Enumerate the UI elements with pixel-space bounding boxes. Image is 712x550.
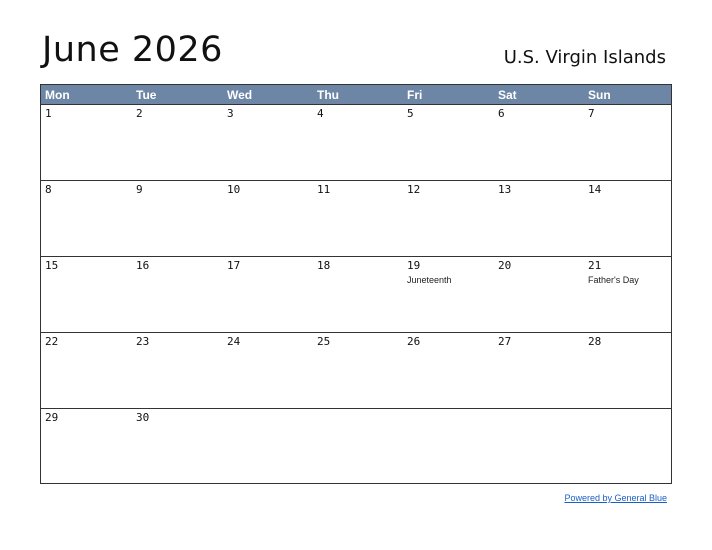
day-cell[interactable]: 30 (132, 409, 223, 485)
weekday-sun: Sun (588, 88, 611, 102)
day-number: 20 (498, 259, 512, 272)
day-cell[interactable]: 7 (584, 105, 671, 180)
day-cell[interactable] (403, 409, 494, 485)
day-cell[interactable]: 22 (41, 333, 132, 408)
day-number: 2 (136, 107, 143, 120)
day-cell[interactable] (223, 409, 313, 485)
region-label: U.S. Virgin Islands (503, 47, 666, 68)
weekday-header: Mon Tue Wed Thu Fri Sat Sun (41, 85, 671, 105)
holiday-label: Father's Day (588, 275, 639, 285)
day-number: 14 (588, 183, 602, 196)
holiday-label: Juneteenth (407, 275, 452, 285)
day-cell[interactable]: 3 (223, 105, 313, 180)
day-number: 27 (498, 335, 512, 348)
day-number: 3 (227, 107, 234, 120)
day-number: 11 (317, 183, 331, 196)
weekday-wed: Wed (227, 88, 253, 102)
day-number: 8 (45, 183, 52, 196)
day-cell[interactable]: 27 (494, 333, 584, 408)
day-cell[interactable]: 20 (494, 257, 584, 332)
day-number: 7 (588, 107, 595, 120)
day-number: 4 (317, 107, 324, 120)
day-cell[interactable]: 6 (494, 105, 584, 180)
day-number: 12 (407, 183, 421, 196)
day-cell[interactable]: 11 (313, 181, 403, 256)
day-cell[interactable]: 1 (41, 105, 132, 180)
day-number: 5 (407, 107, 414, 120)
day-number: 18 (317, 259, 331, 272)
day-cell[interactable] (584, 409, 671, 485)
day-number: 23 (136, 335, 150, 348)
day-cell[interactable]: 10 (223, 181, 313, 256)
day-cell[interactable]: 9 (132, 181, 223, 256)
day-number: 22 (45, 335, 59, 348)
day-cell[interactable] (313, 409, 403, 485)
day-number: 6 (498, 107, 505, 120)
weekday-sat: Sat (498, 88, 517, 102)
day-cell[interactable]: 23 (132, 333, 223, 408)
day-cell[interactable] (494, 409, 584, 485)
powered-by-link[interactable]: Powered by General Blue (564, 493, 667, 503)
weekday-fri: Fri (407, 88, 423, 102)
weekday-thu: Thu (317, 88, 339, 102)
day-cell[interactable]: 15 (41, 257, 132, 332)
day-cell[interactable]: 21 Father's Day (584, 257, 671, 332)
day-number: 28 (588, 335, 602, 348)
day-cell[interactable]: 14 (584, 181, 671, 256)
week-row: 22 23 24 25 26 27 28 (41, 333, 671, 409)
day-cell[interactable]: 4 (313, 105, 403, 180)
day-number: 17 (227, 259, 241, 272)
day-cell[interactable]: 17 (223, 257, 313, 332)
day-cell[interactable]: 28 (584, 333, 671, 408)
day-number: 16 (136, 259, 150, 272)
day-number: 25 (317, 335, 331, 348)
day-cell[interactable]: 25 (313, 333, 403, 408)
day-cell[interactable]: 5 (403, 105, 494, 180)
day-cell[interactable]: 26 (403, 333, 494, 408)
day-number: 24 (227, 335, 241, 348)
day-cell[interactable]: 2 (132, 105, 223, 180)
week-row: 1 2 3 4 5 6 7 (41, 105, 671, 181)
day-number: 1 (45, 107, 52, 120)
weekday-tue: Tue (136, 88, 157, 102)
day-cell[interactable]: 19 Juneteenth (403, 257, 494, 332)
day-number: 21 (588, 259, 602, 272)
day-cell[interactable]: 8 (41, 181, 132, 256)
day-number: 15 (45, 259, 59, 272)
day-cell[interactable]: 29 (41, 409, 132, 485)
day-number: 9 (136, 183, 143, 196)
day-number: 19 (407, 259, 421, 272)
weekday-mon: Mon (45, 88, 70, 102)
day-number: 10 (227, 183, 241, 196)
day-number: 26 (407, 335, 421, 348)
day-cell[interactable]: 13 (494, 181, 584, 256)
day-number: 13 (498, 183, 512, 196)
week-row: 15 16 17 18 19 Juneteenth 20 21 Father's Day (41, 257, 671, 333)
day-cell[interactable]: 24 (223, 333, 313, 408)
day-cell[interactable]: 16 (132, 257, 223, 332)
week-row: 8 9 10 11 12 13 14 (41, 181, 671, 257)
calendar-grid: Mon Tue Wed Thu Fri Sat Sun 1 2 3 4 5 6 7 8 9 10 1… (40, 84, 672, 484)
day-cell[interactable]: 18 (313, 257, 403, 332)
day-number: 29 (45, 411, 59, 424)
week-row: 29 30 (41, 409, 671, 485)
day-number: 30 (136, 411, 150, 424)
day-cell[interactable]: 12 (403, 181, 494, 256)
page-title: June 2026 (42, 30, 223, 70)
